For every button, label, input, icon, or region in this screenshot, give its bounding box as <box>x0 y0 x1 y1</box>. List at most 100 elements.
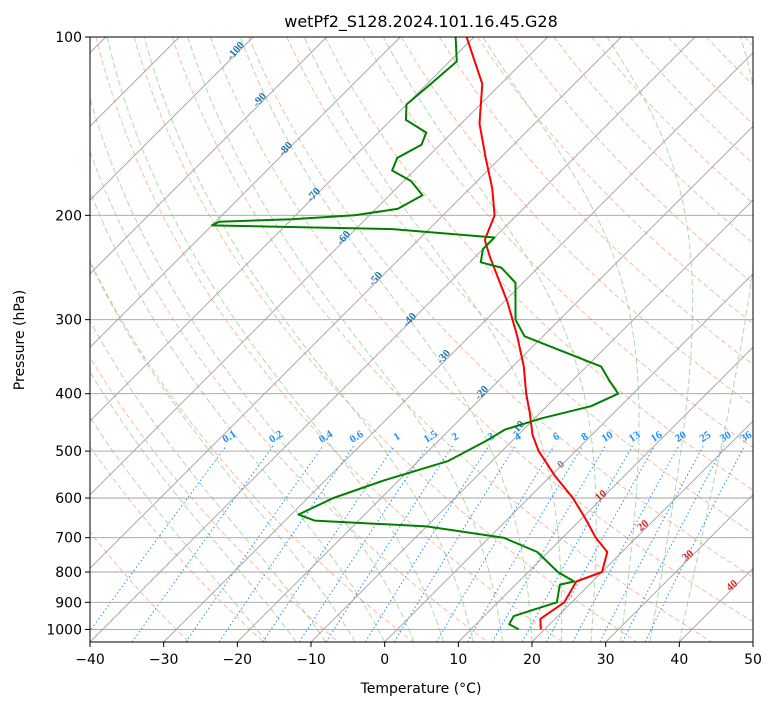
moist-adiabat-line <box>90 416 268 642</box>
moist-adiabat-line <box>606 37 693 642</box>
moist-adiabat-line <box>482 37 640 642</box>
isotherm-line <box>457 346 753 642</box>
y-tick-label: 600 <box>55 491 82 507</box>
mixing-ratio-label: 0.4 <box>317 428 335 446</box>
y-tick-label: 900 <box>55 595 82 611</box>
dry-adiabat-line <box>95 37 563 642</box>
isotherm-line <box>163 52 753 642</box>
dry-adiabat-line <box>324 37 753 491</box>
dry-adiabat-line <box>629 37 753 165</box>
isotherm-line <box>384 273 753 642</box>
mixing-ratio-label: 10 <box>600 429 616 445</box>
dry-adiabat-line <box>248 37 753 578</box>
freezing-level-label: 0 <box>555 458 567 471</box>
y-tick-label: 300 <box>55 313 82 329</box>
moist-adiabat-line <box>187 37 503 642</box>
mixing-ratio-line <box>644 445 746 642</box>
x-tick-label: 30 <box>597 652 615 668</box>
y-tick-label: 800 <box>55 565 82 581</box>
dry-adiabat-line <box>362 37 753 449</box>
isotherm-line <box>90 37 254 201</box>
dry-adiabat-label: 30 <box>680 547 697 564</box>
x-tick-label: 40 <box>670 652 688 668</box>
x-tick-label: −20 <box>223 652 253 668</box>
dewpoint-profile-line <box>210 37 620 631</box>
isotherm-line <box>310 199 753 642</box>
dry-adiabat-line <box>438 37 753 366</box>
dry-adiabat-line <box>133 37 638 642</box>
moist-adiabat-label: -30 <box>434 347 453 366</box>
mixing-ratio-line <box>545 445 656 642</box>
dry-adiabat-line <box>706 37 753 86</box>
dry-adiabat-line <box>90 445 264 642</box>
moist-adiabat-label: -60 <box>334 228 353 247</box>
dry-adiabat-line <box>90 150 488 642</box>
moist-adiabat-line <box>90 189 386 642</box>
mixing-ratio-line <box>131 445 274 642</box>
mixing-ratio-line <box>90 445 227 632</box>
x-tick-label: 0 <box>380 652 389 668</box>
moist-adiabat-label: -40 <box>400 310 419 329</box>
moist-adiabat-line <box>303 37 563 642</box>
mixing-ratio-line <box>521 445 633 642</box>
mixing-ratio-line <box>393 445 516 642</box>
moist-adiabat-line <box>239 37 533 642</box>
mixing-ratio-lines <box>90 445 746 642</box>
moist-adiabat-label: -20 <box>472 383 491 402</box>
dry-adiabat-line <box>744 37 753 47</box>
x-tick-label: 50 <box>744 652 762 668</box>
y-tick-label: 100 <box>55 30 82 46</box>
profiles <box>210 37 620 631</box>
dry-adiabat-label: 20 <box>635 517 652 534</box>
y-tick-label: 1000 <box>46 622 82 638</box>
isotherm-line <box>90 37 328 275</box>
moist-adiabat-line <box>106 37 445 642</box>
mixing-ratio-line <box>218 445 355 642</box>
x-tick-label: −40 <box>75 652 105 668</box>
background-labels: 0.1 0.2 0.4 0.6 1 1.5 2 3 4 6 8 10 13 16 20 25 30 3610203… <box>221 39 754 594</box>
isotherm-line <box>90 37 401 348</box>
temperature-profile-line <box>465 37 609 630</box>
dry-adiabat-label: 40 <box>724 577 741 594</box>
dry-adiabat-line <box>210 37 753 623</box>
mixing-ratio-label: 1 <box>391 430 402 443</box>
mixing-ratio-line <box>467 445 584 642</box>
mixing-ratio-label: 25 <box>697 429 713 445</box>
mixing-ratio-label: 6 <box>551 430 562 443</box>
x-tick-label: −30 <box>149 652 179 668</box>
y-tick-label: 500 <box>55 444 82 460</box>
mixing-ratio-line <box>325 445 454 642</box>
mixing-ratio-line <box>262 445 395 642</box>
mixing-ratio-label: 36 <box>738 429 754 445</box>
x-tick-label: 10 <box>449 652 467 668</box>
moist-adiabats <box>90 37 753 642</box>
moist-adiabat-line <box>143 37 474 642</box>
moist-adiabat-line <box>678 37 753 642</box>
dry-adiabat-line <box>286 37 753 534</box>
isotherm-line <box>678 567 753 642</box>
background-lines <box>90 37 753 642</box>
y-axis-label: Pressure (hPa) <box>12 290 28 390</box>
dry-adiabat-line <box>90 356 339 642</box>
moist-adiabat-label: -50 <box>366 269 385 288</box>
y-tick-label: 200 <box>55 208 82 224</box>
mixing-ratio-line <box>599 445 704 642</box>
moist-adiabat-line <box>90 319 327 642</box>
dry-adiabat-line <box>90 259 414 642</box>
isotherm-line <box>605 494 753 642</box>
isotherm-line <box>90 37 696 642</box>
dry-adiabats <box>90 37 753 642</box>
mixing-ratio-label: 0.1 <box>221 428 239 445</box>
dry-adiabat-line <box>171 37 712 642</box>
mixing-ratio-line <box>621 445 725 642</box>
dry-adiabat-line <box>515 37 753 284</box>
moist-adiabat-line <box>90 260 356 642</box>
x-axis-ticks: −40 −30 −20 −10 0 10 20 30 40 50 <box>75 642 762 668</box>
isotherm-line <box>90 37 549 496</box>
isobars <box>90 37 753 630</box>
moist-adiabat-label: -90 <box>250 90 269 109</box>
isotherm-line <box>236 125 753 642</box>
x-axis-label: Temperature (°C) <box>360 681 482 697</box>
mixing-ratio-line <box>435 445 555 642</box>
dry-adiabat-line <box>553 37 753 244</box>
